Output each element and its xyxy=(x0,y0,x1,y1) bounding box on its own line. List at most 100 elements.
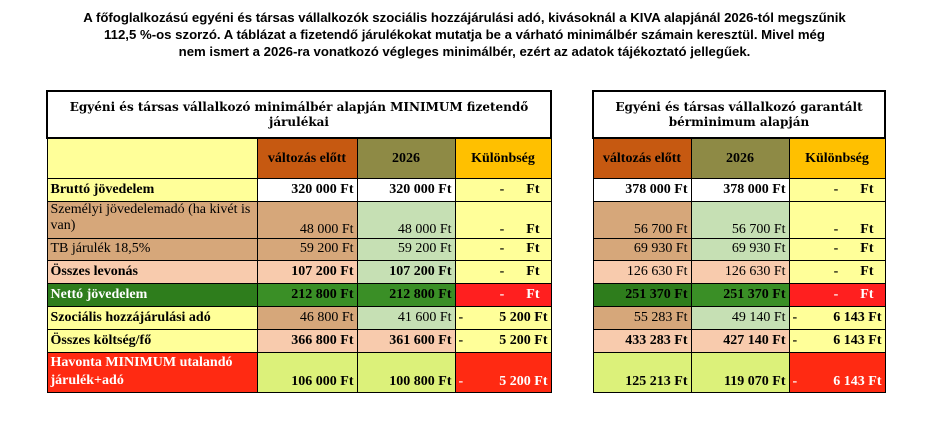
value-difference: - Ft xyxy=(788,259,886,284)
table-row: Összes költség/fő 366 800 Ft 361 600 Ft … xyxy=(46,328,552,353)
value-2026: 378 000 Ft xyxy=(690,177,790,202)
left-table-title: Egyéni és társas vállalkozó minimálbér a… xyxy=(46,90,552,139)
diff-value: Ft xyxy=(526,286,540,302)
table-row: 125 213 Ft 119 070 Ft - 6 143 Ft xyxy=(592,351,886,393)
guaranteed-minimum-table: Egyéni és társas vállalkozó garantált bé… xyxy=(591,90,887,393)
value-before: 48 000 Ft xyxy=(256,200,358,239)
diff-sign: - xyxy=(833,263,839,279)
value-2026: 212 800 Ft xyxy=(356,282,456,307)
value-difference: - Ft xyxy=(788,177,886,202)
table-row: Összes levonás 107 200 Ft 107 200 Ft - Ft xyxy=(46,259,552,284)
table-row: 378 000 Ft 378 000 Ft - Ft xyxy=(592,177,886,202)
intro-line-1: A főfoglalkozású egyéni és társas vállal… xyxy=(83,10,846,25)
diff-value: Ft xyxy=(526,263,540,279)
diff-value: Ft xyxy=(526,221,540,237)
diff-sign: - xyxy=(833,241,839,256)
value-2026: 361 600 Ft xyxy=(356,328,456,353)
value-2026: 119 070 Ft xyxy=(690,351,790,393)
diff-value: 6 143 Ft xyxy=(833,309,882,325)
value-2026: 59 200 Ft xyxy=(356,237,456,261)
value-before: 55 283 Ft xyxy=(592,305,692,330)
value-difference: - Ft xyxy=(454,177,552,202)
header-2026: 2026 xyxy=(356,137,456,179)
table-row: Szociális hozzájárulási adó 46 800 Ft 41… xyxy=(46,305,552,330)
value-before: 59 200 Ft xyxy=(256,237,358,261)
right-table-title: Egyéni és társas vállalkozó garantált bé… xyxy=(591,90,887,139)
diff-value: Ft xyxy=(860,221,874,237)
value-2026: 251 370 Ft xyxy=(690,282,790,307)
value-before: 56 700 Ft xyxy=(592,200,692,239)
diff-value: Ft xyxy=(860,241,874,256)
value-before: 69 930 Ft xyxy=(592,237,692,261)
value-2026: 48 000 Ft xyxy=(356,200,456,239)
diff-sign: - xyxy=(499,241,505,256)
intro-line-2: 112,5 %-os szorzó. A táblázat a fizetend… xyxy=(104,27,825,42)
header-blank xyxy=(46,137,258,179)
diff-sign: - xyxy=(792,309,798,325)
header-before: változás előtt xyxy=(256,137,358,179)
value-difference: - 6 143 Ft xyxy=(788,351,886,393)
diff-value: 5 200 Ft xyxy=(499,332,548,348)
value-difference: - 5 200 Ft xyxy=(454,328,552,353)
diff-value: 5 200 Ft xyxy=(499,373,548,389)
value-2026: 49 140 Ft xyxy=(690,305,790,330)
value-difference: - Ft xyxy=(788,200,886,239)
value-difference: - Ft xyxy=(454,259,552,284)
diff-sign: - xyxy=(458,332,464,348)
diff-value: 6 143 Ft xyxy=(833,373,882,389)
diff-value: Ft xyxy=(526,181,540,197)
diff-value: Ft xyxy=(526,241,540,256)
row-label: Bruttó jövedelem xyxy=(46,177,258,202)
value-before: 251 370 Ft xyxy=(592,282,692,307)
diff-sign: - xyxy=(458,309,464,325)
value-before: 125 213 Ft xyxy=(592,351,692,393)
row-label: Összes levonás xyxy=(46,259,258,284)
diff-value: 6 143 Ft xyxy=(833,332,882,348)
value-2026: 41 600 Ft xyxy=(356,305,456,330)
value-difference: - 5 200 Ft xyxy=(454,351,552,393)
value-before: 212 800 Ft xyxy=(256,282,358,307)
table-row: Havonta MINIMUM utalandó járulék+adó 106… xyxy=(46,351,552,393)
diff-sign: - xyxy=(833,286,839,302)
value-difference: - Ft xyxy=(454,237,552,261)
table-row: TB járulék 18,5% 59 200 Ft 59 200 Ft - Ft xyxy=(46,237,552,261)
value-before: 107 200 Ft xyxy=(256,259,358,284)
value-difference: - Ft xyxy=(788,237,886,261)
header-difference: Különbség xyxy=(454,137,552,179)
diff-sign: - xyxy=(499,263,505,279)
value-difference: - Ft xyxy=(788,282,886,307)
header-2026: 2026 xyxy=(690,137,790,179)
value-2026: 107 200 Ft xyxy=(356,259,456,284)
diff-value: 5 200 Ft xyxy=(499,309,548,325)
value-difference: - 6 143 Ft xyxy=(788,328,886,353)
value-before: 46 800 Ft xyxy=(256,305,358,330)
row-label: TB járulék 18,5% xyxy=(46,237,258,261)
value-before: 366 800 Ft xyxy=(256,328,358,353)
header-before: változás előtt xyxy=(592,137,692,179)
row-label: Nettó jövedelem xyxy=(46,282,258,307)
diff-sign: - xyxy=(499,221,505,237)
table-row: Nettó jövedelem 212 800 Ft 212 800 Ft - F… xyxy=(46,282,552,307)
value-before: 106 000 Ft xyxy=(256,351,358,393)
diff-sign: - xyxy=(833,221,839,237)
row-label: Személyi jövedelemadó (ha kivét is van) xyxy=(46,200,258,239)
diff-value: Ft xyxy=(860,263,874,279)
value-before: 126 630 Ft xyxy=(592,259,692,284)
table-row: 56 700 Ft 56 700 Ft - Ft xyxy=(592,200,886,239)
value-difference: - Ft xyxy=(454,282,552,307)
diff-sign: - xyxy=(499,181,505,197)
intro-line-3: nem ismert a 2026-ra vonatkozó végleges … xyxy=(178,44,751,59)
table-row: 55 283 Ft 49 140 Ft - 6 143 Ft xyxy=(592,305,886,330)
diff-value: Ft xyxy=(860,286,874,302)
value-before: 378 000 Ft xyxy=(592,177,692,202)
value-before: 433 283 Ft xyxy=(592,328,692,353)
value-2026: 320 000 Ft xyxy=(356,177,456,202)
table-row: 69 930 Ft 69 930 Ft - Ft xyxy=(592,237,886,261)
intro-text: A főfoglalkozású egyéni és társas vállal… xyxy=(0,9,929,60)
row-label: Havonta MINIMUM utalandó járulék+adó xyxy=(46,351,258,393)
value-difference: - 5 200 Ft xyxy=(454,305,552,330)
diff-sign: - xyxy=(499,286,505,302)
value-2026: 69 930 Ft xyxy=(690,237,790,261)
table-row: 126 630 Ft 126 630 Ft - Ft xyxy=(592,259,886,284)
value-2026: 126 630 Ft xyxy=(690,259,790,284)
